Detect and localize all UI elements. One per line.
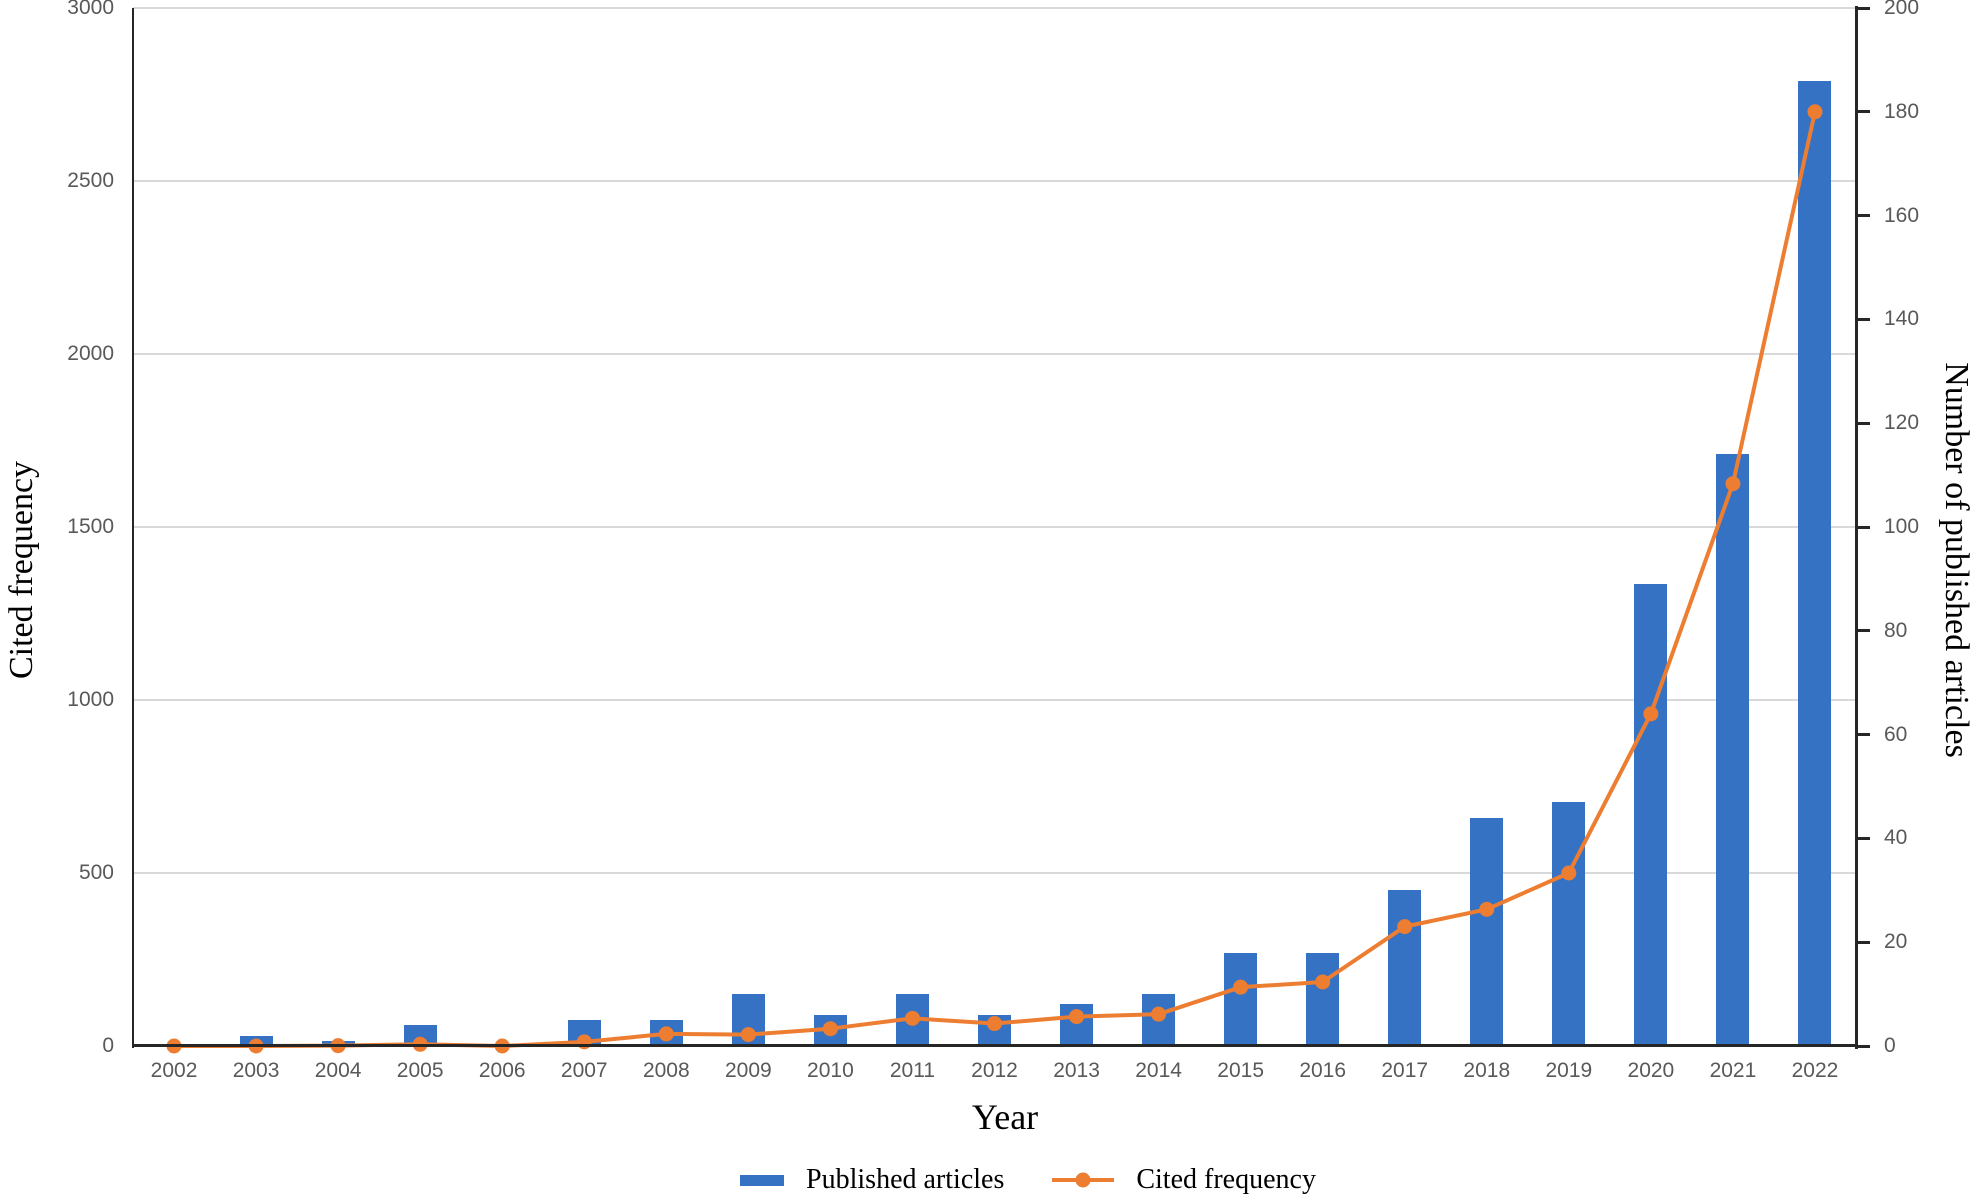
marker-2019: [1561, 865, 1577, 881]
marker-2013: [1069, 1009, 1085, 1025]
left-axis-tick-0: 0: [102, 1034, 114, 1057]
bar-2017: [1388, 890, 1422, 1046]
left-axis-tick-3000: 3000: [67, 0, 114, 19]
x-tick-2002: 2002: [150, 1059, 198, 1082]
x-tick-2004: 2004: [314, 1059, 362, 1082]
legend-label-cited-frequency: Cited frequency: [1136, 1164, 1316, 1195]
right-axis-line: [1855, 6, 1858, 1049]
x-tick-2007: 2007: [560, 1059, 608, 1082]
bar-2021: [1716, 454, 1750, 1046]
marker-2010: [822, 1021, 838, 1037]
marker-2015: [1233, 979, 1249, 995]
x-tick-2005: 2005: [396, 1059, 444, 1082]
left-axis-tick-1500: 1500: [67, 515, 114, 538]
right-axis-tick-100: 100: [1884, 515, 1920, 538]
marker-2011: [904, 1010, 920, 1026]
gridline-2000: [133, 353, 1856, 355]
right-axis-tickmark-160: [1858, 214, 1870, 218]
legend-item-published-articles: Published articles: [740, 1158, 1004, 1198]
right-axis-tickmark-180: [1858, 110, 1870, 114]
right-axis-tick-200: 200: [1884, 0, 1920, 19]
gridline-500: [133, 872, 1856, 874]
marker-2021: [1725, 476, 1741, 492]
right-axis-tickmark-80: [1858, 629, 1870, 633]
right-axis-tickmark-40: [1858, 836, 1870, 840]
x-tick-2016: 2016: [1299, 1059, 1347, 1082]
right-axis-tick-0: 0: [1884, 1034, 1896, 1057]
x-tick-2020: 2020: [1627, 1059, 1675, 1082]
x-tick-2012: 2012: [971, 1059, 1018, 1082]
x-tick-2015: 2015: [1217, 1059, 1264, 1082]
bar-2005: [403, 1025, 437, 1046]
left-axis-title: Cited frequency: [3, 460, 40, 680]
x-tick-2018: 2018: [1463, 1059, 1511, 1082]
x-tick-2019: 2019: [1545, 1059, 1593, 1082]
x-tick-2011: 2011: [889, 1059, 936, 1082]
marker-2014: [1151, 1006, 1167, 1022]
marker-2008: [658, 1026, 674, 1042]
left-axis-line: [132, 8, 134, 1048]
gridline-2500: [133, 180, 1856, 182]
published-articles-swatch-icon: [740, 1174, 785, 1186]
left-axis-tick-2000: 2000: [67, 342, 114, 365]
x-tick-2003: 2003: [232, 1059, 280, 1082]
right-axis-tick-120: 120: [1884, 411, 1920, 435]
x-tick-2017: 2017: [1381, 1059, 1429, 1082]
bar-2015: [1224, 952, 1258, 1046]
cited-frequency-marker-icon: [1052, 1172, 1115, 1188]
x-tick-2021: 2021: [1709, 1059, 1757, 1082]
x-tick-2009: 2009: [724, 1059, 772, 1082]
marker-2007: [576, 1034, 592, 1050]
marker-2016: [1315, 974, 1331, 990]
cited-frequency-polyline: [172, 109, 1817, 1048]
right-axis-tickmark-120: [1858, 421, 1870, 425]
x-tick-2013: 2013: [1053, 1059, 1100, 1082]
right-axis-tickmark-140: [1858, 317, 1870, 321]
marker-2022: [1807, 104, 1823, 120]
right-axis-tickmark-0: [1858, 1044, 1870, 1048]
right-axis-tick-140: 140: [1884, 307, 1920, 331]
bar-2016: [1306, 952, 1340, 1046]
bar-2018: [1470, 817, 1504, 1046]
legend-label-published-articles: Published articles: [806, 1164, 1005, 1195]
left-axis-tick-500: 500: [78, 861, 114, 884]
right-axis-tick-20: 20: [1884, 930, 1908, 954]
legend: Published articles Cited frequency: [40, 1158, 1976, 1198]
gridline-1500: [133, 526, 1856, 528]
right-axis-title: Number of published articles: [1938, 362, 1975, 758]
left-axis-tick-1000: 1000: [67, 688, 114, 711]
bar-2020: [1634, 584, 1668, 1046]
right-axis-tick-40: 40: [1884, 826, 1908, 850]
x-tick-2022: 2022: [1791, 1059, 1839, 1082]
right-axis-tick-180: 180: [1884, 99, 1920, 123]
right-axis-tickmark-60: [1858, 733, 1870, 737]
gridline-1000: [133, 699, 1856, 701]
x-tick-2014: 2014: [1135, 1059, 1182, 1082]
right-axis-tickmark-100: [1858, 525, 1870, 529]
marker-2020: [1643, 706, 1659, 722]
marker-2018: [1479, 901, 1495, 917]
x-axis-line: [132, 1044, 1858, 1047]
left-axis-tick-2500: 2500: [67, 169, 114, 192]
marker-2009: [740, 1027, 756, 1043]
right-axis-tickmark-200: [1858, 6, 1870, 10]
bar-2022: [1798, 80, 1832, 1046]
marker-2017: [1397, 919, 1413, 935]
gridline-3000: [133, 7, 1856, 9]
right-axis-tickmark-20: [1858, 940, 1870, 944]
bar-2019: [1552, 802, 1586, 1046]
right-axis-tick-160: 160: [1884, 203, 1920, 227]
right-axis-tick-60: 60: [1884, 722, 1908, 746]
marker-2012: [987, 1016, 1002, 1032]
right-axis-tick-80: 80: [1884, 618, 1908, 642]
x-tick-2008: 2008: [642, 1059, 690, 1082]
x-axis-title: Year: [971, 1097, 1039, 1137]
legend-item-cited-frequency: Cited frequency: [1052, 1158, 1316, 1198]
x-tick-2006: 2006: [478, 1059, 526, 1082]
x-tick-2010: 2010: [807, 1059, 854, 1082]
